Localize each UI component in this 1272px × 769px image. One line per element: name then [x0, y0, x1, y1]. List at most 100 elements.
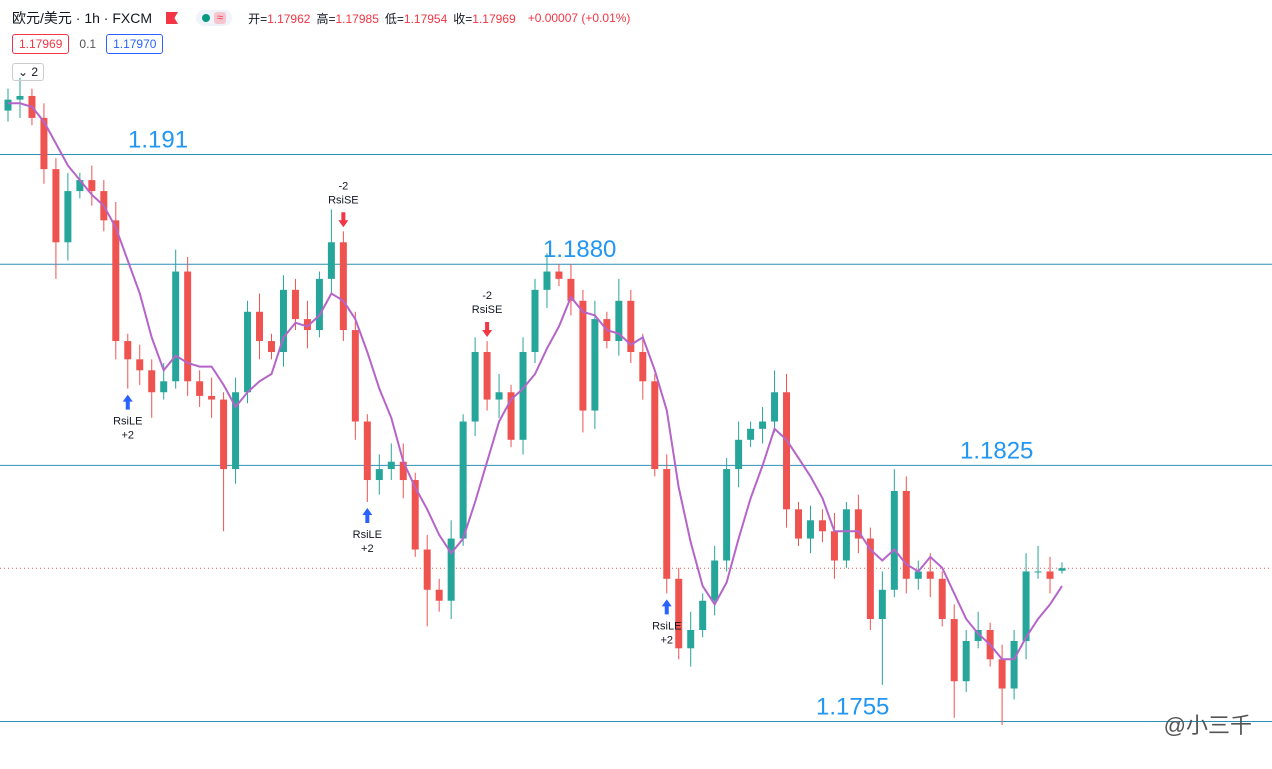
candle-body — [687, 630, 695, 649]
candle-body — [172, 271, 180, 382]
candle-body — [998, 659, 1006, 689]
candle-body — [711, 560, 719, 601]
bid-button[interactable]: 1.17969 — [12, 34, 70, 54]
candle-body — [783, 392, 791, 510]
signal-label: RsiLE — [353, 529, 382, 541]
signal-label: RsiLE — [113, 416, 142, 428]
candle-body — [1058, 568, 1066, 571]
candle-body — [579, 300, 587, 411]
candle-body — [890, 491, 898, 590]
signal-qty: +2 — [660, 634, 673, 646]
candle-body — [268, 341, 275, 353]
candle-body — [938, 578, 946, 620]
signal-qty: -2 — [338, 180, 348, 192]
signal-qty: +2 — [121, 430, 134, 442]
candle-body — [1010, 640, 1018, 689]
candle-body — [315, 278, 323, 331]
candle-body — [459, 421, 467, 539]
status-pill: ≈ — [196, 10, 233, 26]
candle-body — [423, 549, 431, 590]
ohlc-label: 低= — [384, 11, 404, 26]
candle-body — [543, 271, 551, 290]
candle-body — [447, 538, 455, 601]
candle-body — [519, 352, 527, 440]
candle-body — [411, 480, 419, 550]
ask-button[interactable]: 1.17970 — [106, 34, 164, 54]
candle-body — [16, 95, 24, 100]
candle-body — [4, 99, 12, 111]
candle-body — [1034, 571, 1042, 573]
candle-body — [902, 491, 910, 579]
candle-body — [351, 330, 359, 422]
candle-body — [842, 509, 850, 561]
candle-body — [806, 520, 814, 539]
candle-body — [818, 520, 826, 532]
flag-icon — [166, 12, 179, 24]
level-label: 1.1755 — [816, 693, 889, 720]
signal-qty: -2 — [482, 290, 492, 302]
ohlc-value: 1.17969 — [472, 11, 516, 26]
candle-body — [483, 352, 491, 400]
candle-body — [435, 589, 443, 601]
candle-body — [471, 352, 479, 422]
signal-label: RsiSE — [328, 194, 359, 206]
change: +0.00007 (+0.01%) — [527, 11, 631, 25]
symbol-title: 欧元/美元 · 1h · FXCM — [12, 10, 153, 26]
candle-body — [866, 538, 874, 620]
candle-body — [615, 300, 623, 342]
candle-body — [124, 341, 132, 360]
candle-body — [1022, 571, 1030, 641]
candle-body — [339, 242, 347, 331]
candle-body — [327, 242, 335, 279]
candle-body — [507, 392, 515, 440]
ohlc-value: 1.17954 — [403, 11, 448, 26]
signal-qty: +2 — [361, 543, 374, 555]
ohlc: 开=1.17962 高=1.17985 低=1.17954 收=1.17969 — [248, 10, 522, 27]
candle-body — [926, 571, 934, 579]
ohlc-label: 开= — [248, 11, 268, 26]
wave-icon: ≈ — [214, 12, 227, 24]
level-label: 1.191 — [128, 126, 188, 153]
collapse-button[interactable]: ⌄ 2 — [12, 63, 45, 81]
signal-label: RsiLE — [652, 620, 681, 632]
candle-body — [950, 619, 958, 682]
candle-body — [854, 509, 862, 539]
long-arrow — [122, 394, 133, 410]
candle-body — [220, 399, 228, 470]
candle-body — [375, 469, 383, 481]
header: 欧元/美元 · 1h · FXCM ≈ 开=1.17962 高=1.17985 低=… — [12, 8, 630, 28]
candle-body — [531, 289, 539, 353]
candle-body — [256, 311, 264, 342]
candle-body — [291, 289, 299, 320]
candle-body — [699, 600, 707, 631]
candle-body — [830, 531, 838, 561]
candle-body — [771, 392, 779, 422]
candle-body — [399, 461, 407, 481]
candle-body — [495, 392, 503, 400]
long-arrow — [362, 507, 373, 523]
candle-body — [567, 278, 575, 301]
candle-body — [136, 359, 144, 371]
candle-body — [627, 300, 635, 353]
candle-body — [914, 571, 922, 579]
short-arrow — [482, 322, 493, 338]
level-label: 1.1825 — [960, 437, 1033, 464]
candle-body — [196, 381, 204, 396]
candle-body — [962, 640, 970, 682]
candle-body — [878, 589, 886, 620]
spread: 0.1 — [79, 37, 97, 51]
candle-body — [160, 381, 168, 393]
ohlc-label: 高= — [316, 11, 336, 26]
candle-body — [40, 117, 48, 170]
status-dot — [202, 14, 211, 22]
candle-body — [184, 271, 192, 382]
candle-body — [639, 352, 647, 382]
level-label: 1.1880 — [543, 236, 616, 263]
ohlc-label: 收= — [453, 11, 473, 26]
collapse-count: 2 — [31, 65, 39, 79]
candle-body — [591, 319, 599, 411]
candle-body — [64, 191, 72, 243]
candle-body — [555, 271, 563, 279]
